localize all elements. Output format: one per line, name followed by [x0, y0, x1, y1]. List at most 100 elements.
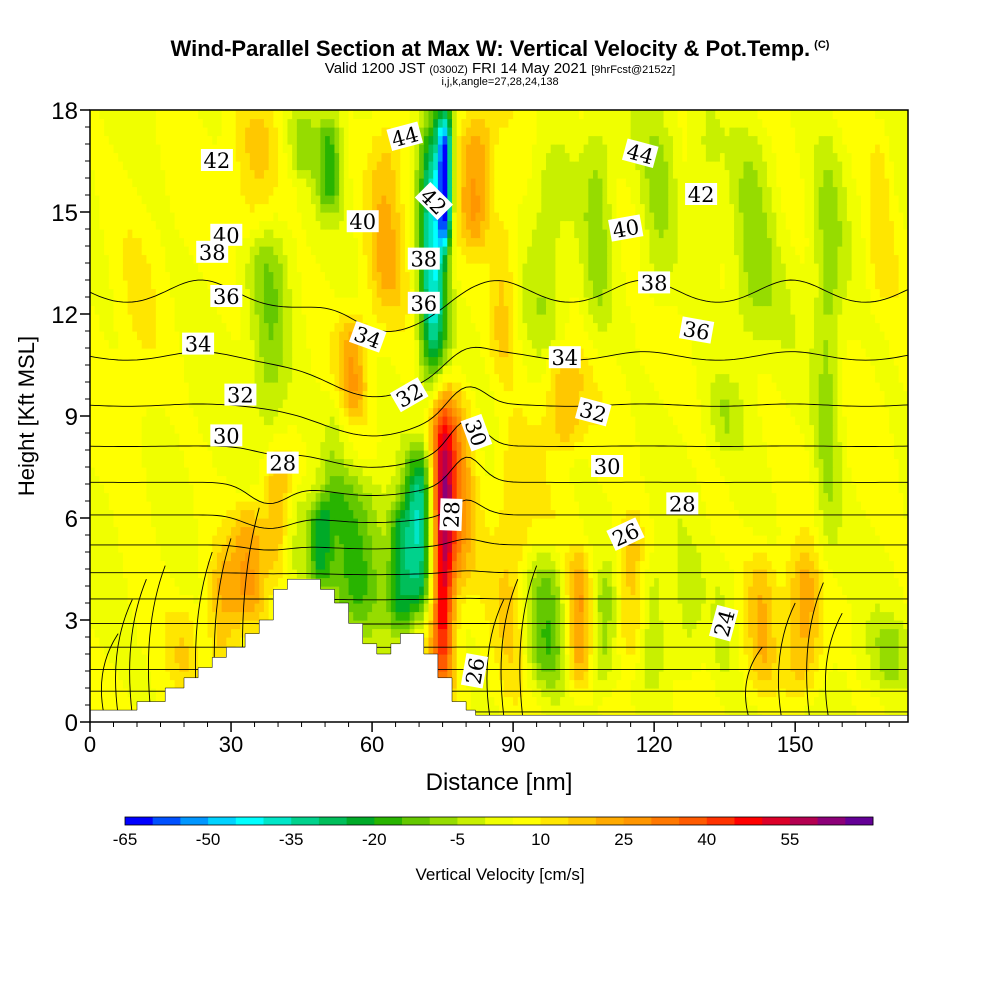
- field-cell: [235, 492, 242, 502]
- field-cell: [588, 543, 594, 553]
- field-cell: [654, 569, 660, 579]
- field-cell: [499, 637, 505, 647]
- field-cell: [677, 628, 683, 638]
- field-cell: [99, 645, 105, 655]
- field-cell: [118, 518, 124, 528]
- field-cell: [372, 620, 378, 630]
- field-cell: [240, 509, 246, 519]
- field-cell: [99, 560, 105, 570]
- field-cell: [889, 484, 895, 494]
- field-cell: [489, 662, 495, 672]
- field-cell: [367, 526, 373, 536]
- field-cell: [856, 628, 862, 638]
- field-cell: [503, 679, 509, 689]
- field-cell: [235, 611, 242, 621]
- field-cell: [611, 662, 618, 672]
- field-cell: [268, 543, 274, 553]
- field-cell: [442, 577, 448, 587]
- field-cell: [451, 654, 458, 664]
- field-cell: [409, 569, 415, 579]
- field-cell: [738, 679, 745, 689]
- field-cell: [555, 696, 561, 706]
- field-cell: [287, 484, 293, 494]
- field-cell: [155, 671, 162, 681]
- field-cell: [578, 671, 585, 681]
- field-cell: [381, 620, 387, 630]
- field-cell: [146, 611, 152, 621]
- field-cell: [795, 671, 801, 681]
- field-cell: [499, 620, 505, 630]
- field-cell: [607, 484, 613, 494]
- field-cell: [555, 586, 561, 596]
- field-cell: [160, 475, 166, 485]
- field-cell: [442, 637, 448, 647]
- field-cell: [889, 696, 895, 706]
- field-cell: [677, 705, 683, 715]
- field-cell: [508, 662, 514, 672]
- field-cell: [621, 475, 627, 485]
- field-cell: [842, 543, 848, 553]
- field-cell: [856, 484, 862, 494]
- field-cell: [762, 705, 768, 715]
- field-cell: [409, 586, 415, 596]
- field-cell: [541, 484, 547, 494]
- field-cell: [823, 671, 829, 681]
- field-cell: [616, 560, 622, 570]
- field-cell: [395, 594, 401, 604]
- field-cell: [865, 688, 871, 698]
- field-cell: [677, 696, 683, 706]
- field-cell: [870, 705, 876, 715]
- field-cell: [221, 501, 227, 511]
- field-cell: [400, 501, 406, 511]
- field-cell: [856, 492, 862, 502]
- field-cell: [611, 603, 618, 613]
- field-cell: [771, 628, 777, 638]
- field-cell: [437, 543, 444, 553]
- field-cell: [259, 586, 265, 596]
- field-cell: [658, 662, 665, 672]
- field-cell: [560, 628, 566, 638]
- field-cell: [174, 509, 180, 519]
- field-cell: [160, 688, 166, 698]
- field-cell: [625, 543, 632, 553]
- field-cell: [263, 543, 270, 553]
- field-cell: [818, 645, 824, 655]
- field-cell: [578, 552, 585, 562]
- field-cell: [198, 526, 204, 536]
- field-cell: [705, 518, 712, 528]
- field-cell: [404, 569, 411, 579]
- field-cell: [865, 628, 871, 638]
- field-cell: [216, 543, 223, 553]
- field-cell: [546, 705, 552, 715]
- field-cell: [903, 688, 908, 698]
- field-cell: [569, 560, 575, 570]
- field-cell: [635, 671, 641, 681]
- field-cell: [207, 560, 213, 570]
- field-cell: [513, 628, 519, 638]
- field-cell: [249, 611, 256, 621]
- field-cell: [860, 603, 867, 613]
- field-cell: [710, 569, 716, 579]
- field-cell: [278, 484, 284, 494]
- field-cell: [569, 484, 575, 494]
- field-cell: [470, 569, 477, 579]
- field-cell: [889, 645, 895, 655]
- field-cell: [381, 552, 387, 562]
- field-cell: [546, 543, 552, 553]
- field-cell: [484, 637, 491, 647]
- field-cell: [588, 679, 594, 689]
- field-cell: [710, 509, 716, 519]
- field-cell: [367, 577, 373, 587]
- field-cell: [696, 535, 702, 545]
- field-cell: [597, 543, 604, 553]
- field-cell: [611, 586, 618, 596]
- field-cell: [531, 501, 538, 511]
- field-cell: [748, 509, 754, 519]
- field-cell: [146, 671, 152, 681]
- field-cell: [470, 484, 477, 494]
- field-cell: [226, 628, 232, 638]
- field-cell: [550, 671, 557, 681]
- field-cell: [621, 688, 627, 698]
- field-cell: [155, 509, 162, 519]
- field-cell: [207, 620, 213, 630]
